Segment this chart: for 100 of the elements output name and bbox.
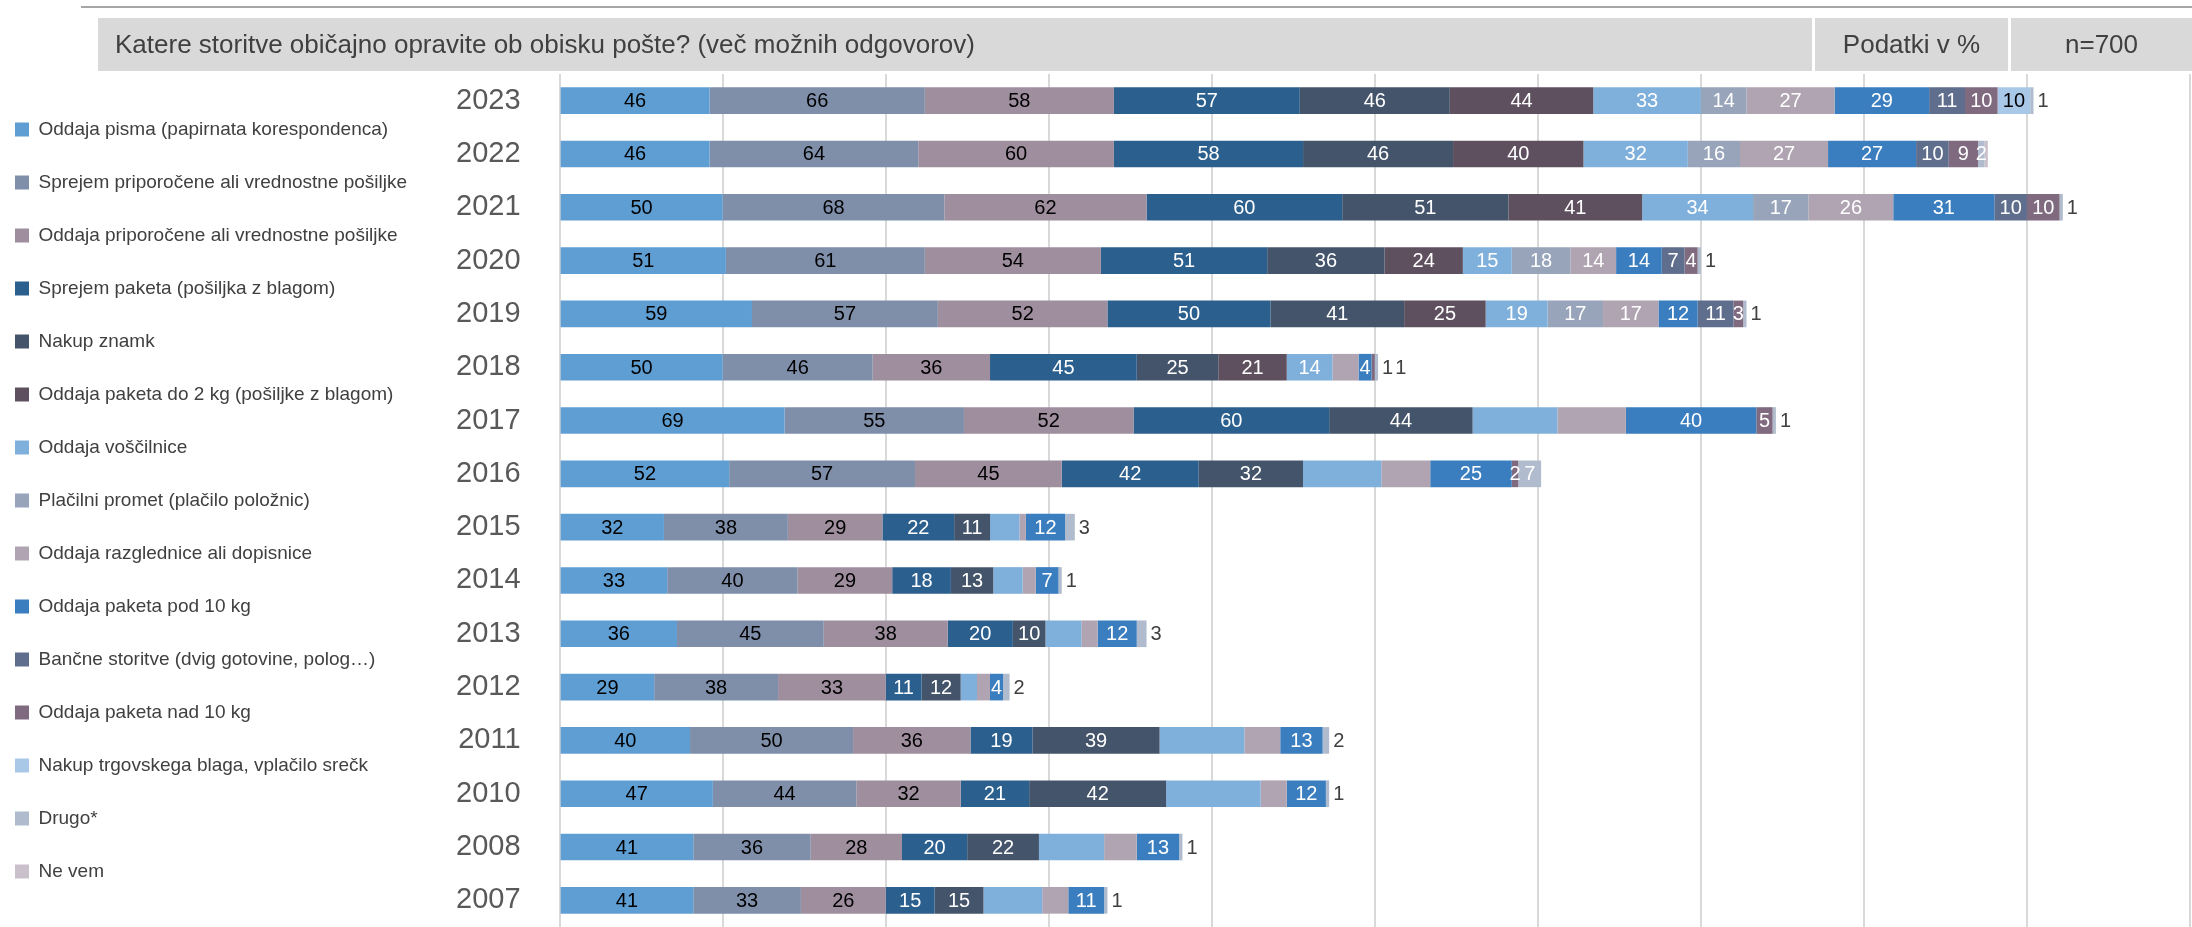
y-tick-label: 2015 xyxy=(456,509,521,542)
bar xyxy=(960,673,977,701)
bar xyxy=(1166,780,1261,808)
bar xyxy=(934,887,984,914)
bar xyxy=(970,727,1033,754)
bar xyxy=(1260,780,1287,808)
bar xyxy=(712,780,857,808)
bar xyxy=(892,567,951,594)
bar xyxy=(856,780,961,808)
y-tick-label: 2010 xyxy=(456,775,521,808)
bar xyxy=(1697,247,1701,274)
bar xyxy=(967,833,1039,861)
bar xyxy=(800,887,886,914)
data-label: 36 xyxy=(607,622,630,645)
data-label: 11 xyxy=(1705,302,1726,325)
data-label: 2 xyxy=(1013,675,1025,698)
data-label: 3 xyxy=(1732,302,1744,325)
text: n=700 xyxy=(2064,29,2139,60)
bar xyxy=(1029,780,1167,808)
bar xyxy=(676,620,824,648)
bar xyxy=(853,727,971,754)
data-label: 54 xyxy=(1001,249,1024,272)
data-label: 27 xyxy=(1860,142,1884,165)
data-label: 1 xyxy=(1065,568,1077,591)
data-label: 17 xyxy=(1769,195,1792,218)
bar xyxy=(787,513,883,541)
data-label: 46 xyxy=(786,355,809,378)
data-label: 44 xyxy=(773,782,796,805)
legend-label: Sprejem paketa (pošiljka z blagom) xyxy=(38,276,336,298)
y-tick-label: 2018 xyxy=(456,349,521,382)
data-label: 3 xyxy=(1078,515,1090,538)
data-label: 68 xyxy=(822,195,845,218)
data-label: 40 xyxy=(614,728,637,751)
bar xyxy=(1472,407,1558,434)
data-label: 19 xyxy=(1505,302,1528,325)
bar xyxy=(1384,247,1463,274)
data-label: 5 xyxy=(1758,409,1771,432)
bar xyxy=(1107,300,1271,328)
bar xyxy=(560,247,726,274)
y-tick-label: 2022 xyxy=(456,135,521,168)
bar xyxy=(1198,460,1304,488)
bar xyxy=(2030,87,2034,114)
bar xyxy=(2059,193,2063,221)
data-label: 17 xyxy=(1619,302,1642,325)
bar xyxy=(823,620,948,648)
data-label: 51 xyxy=(632,249,655,272)
bar xyxy=(1583,140,1688,168)
bar xyxy=(725,247,925,274)
data-label: 7 xyxy=(1041,568,1053,591)
data-label: 22 xyxy=(907,515,930,538)
bar xyxy=(1834,87,1930,114)
bar xyxy=(1022,567,1036,594)
bar xyxy=(885,887,935,914)
bar xyxy=(1058,567,1062,594)
bar xyxy=(924,87,1114,114)
bar xyxy=(722,353,873,381)
bar xyxy=(1136,620,1147,648)
data-label: 36 xyxy=(920,355,943,378)
legend-label: Plačilni promet (plačilo položnic) xyxy=(38,488,310,510)
bar xyxy=(654,673,779,701)
bar xyxy=(1179,833,1183,861)
bar xyxy=(960,780,1030,808)
bar xyxy=(1449,87,1594,114)
y-tick-label: 2019 xyxy=(456,295,521,328)
data-label: 51 xyxy=(1414,195,1437,218)
data-label: 36 xyxy=(1314,249,1338,272)
bar xyxy=(1081,620,1098,648)
data-label: 62 xyxy=(1034,195,1057,218)
bar xyxy=(1303,140,1454,168)
data-label: 12 xyxy=(1106,622,1129,645)
data-label: 64 xyxy=(802,142,826,165)
bar xyxy=(1100,247,1268,274)
bar xyxy=(1267,247,1385,274)
data-label: 1 xyxy=(1750,302,1762,325)
data-label: 25 xyxy=(1166,355,1189,378)
data-label: 25 xyxy=(1459,462,1483,485)
bar xyxy=(1042,887,1069,914)
data-label: 9 xyxy=(1957,142,1969,165)
data-label: 57 xyxy=(810,462,834,485)
data-label: 27 xyxy=(1779,89,1802,112)
bar xyxy=(1244,727,1281,754)
data-label: 69 xyxy=(661,409,684,432)
data-label: 38 xyxy=(705,675,728,698)
legend-label: Oddaja paketa pod 10 kg xyxy=(38,594,251,616)
data-label: 50 xyxy=(630,195,653,218)
data-label: 32 xyxy=(601,515,624,538)
data-label: 10 xyxy=(2002,89,2026,112)
bar xyxy=(778,673,886,701)
bar xyxy=(1453,140,1584,168)
data-label: 4 xyxy=(990,675,1003,698)
bar xyxy=(722,193,945,221)
bar xyxy=(1136,353,1219,381)
data-label: 3 xyxy=(1150,622,1162,645)
bar xyxy=(560,460,730,488)
data-label: 61 xyxy=(814,249,837,272)
bar xyxy=(1104,833,1137,861)
data-label: 16 xyxy=(1702,142,1726,165)
chart-title: Katere storitve običajno opravite ob obisku pošte? (več možnih odgovorov) xyxy=(115,29,975,60)
data-label: 10 xyxy=(1999,195,2022,218)
bar xyxy=(993,567,1023,594)
